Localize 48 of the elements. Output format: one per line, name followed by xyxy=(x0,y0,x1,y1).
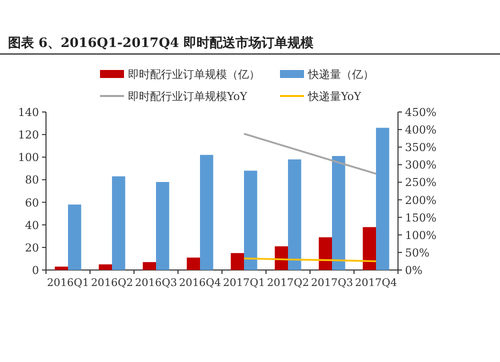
x-tick-label: 2017Q2 xyxy=(267,277,310,289)
bar xyxy=(98,264,112,270)
y2-tick-label: 100% xyxy=(405,228,436,242)
bar xyxy=(230,253,244,270)
legend-label: 即时配行业订单规模YoY xyxy=(128,90,248,103)
legend-label: 快递量（亿） xyxy=(307,68,374,81)
y2-tick-label: 450% xyxy=(405,106,436,119)
x-tick-label: 2016Q2 xyxy=(91,277,134,289)
y2-tick-label: 0% xyxy=(405,264,422,277)
bar xyxy=(288,159,302,270)
y2-tick-label: 300% xyxy=(405,158,436,172)
bar xyxy=(376,128,390,270)
bar xyxy=(186,258,200,270)
bar xyxy=(156,182,170,270)
x-tick-label: 2017Q3 xyxy=(311,277,354,289)
y-tick-label: 100 xyxy=(18,151,39,164)
bar xyxy=(112,176,126,270)
y-tick-label: 60 xyxy=(25,196,39,210)
legend-label: 快递量YoY xyxy=(307,90,362,103)
bar xyxy=(244,170,258,270)
y-tick-label: 140 xyxy=(18,106,39,119)
x-tick-label: 2017Q4 xyxy=(355,277,398,289)
y-tick-label: 0 xyxy=(32,264,39,277)
y2-tick-label: 50% xyxy=(405,246,430,260)
bar xyxy=(68,204,82,270)
y2-tick-label: 350% xyxy=(405,141,436,154)
bar xyxy=(54,266,68,270)
chart-title: 图表 6、2016Q1-2017Q4 即时配送市场订单规模 xyxy=(8,35,314,51)
x-tick-label: 2016Q1 xyxy=(47,277,90,289)
y-tick-label: 20 xyxy=(25,241,39,254)
x-tick-label: 2017Q1 xyxy=(223,277,266,289)
y2-tick-label: 150% xyxy=(405,211,436,224)
bar xyxy=(274,246,288,270)
line-series xyxy=(243,132,377,175)
bar xyxy=(362,227,376,270)
y-tick-label: 80 xyxy=(25,174,39,187)
x-tick-label: 2016Q3 xyxy=(135,277,178,289)
legend-label: 即时配行业订单规模（亿） xyxy=(128,68,260,81)
y-tick-label: 40 xyxy=(25,218,39,232)
bar xyxy=(200,154,214,270)
bar xyxy=(142,262,156,270)
bar xyxy=(332,156,346,270)
x-tick-label: 2016Q4 xyxy=(179,277,222,289)
y2-tick-label: 200% xyxy=(405,194,436,207)
y2-tick-label: 250% xyxy=(405,176,436,190)
y2-tick-label: 400% xyxy=(405,124,436,137)
bar xyxy=(318,237,332,270)
y-tick-label: 120 xyxy=(18,128,39,142)
